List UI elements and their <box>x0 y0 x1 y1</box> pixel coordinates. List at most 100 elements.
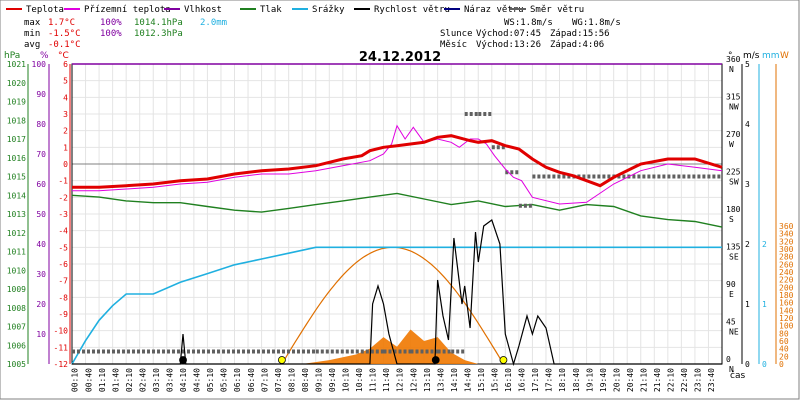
tick-deg-side: SW <box>729 178 739 187</box>
tick-mm: 0 <box>762 360 767 369</box>
tick-deg-side: E <box>729 290 734 299</box>
x-tick-label: 17:40 <box>545 368 554 392</box>
tick-hpa: 1014 <box>7 191 26 200</box>
x-tick-label: 23:40 <box>707 368 716 392</box>
x-tick-label: 02:10 <box>125 368 134 392</box>
tick-pct: 20 <box>36 300 46 309</box>
tick-ms: 4 <box>745 120 750 129</box>
series-wind-speed <box>72 219 722 367</box>
tick-w: 60 <box>779 337 789 346</box>
tick-deg-side: W <box>729 140 734 149</box>
x-tick-label: 13:40 <box>436 368 445 392</box>
series-solar <box>302 329 479 364</box>
sunrise-info: Východ:07:45 <box>476 29 541 39</box>
tick-w: 280 <box>779 253 794 262</box>
stat-avg-label: avg <box>24 40 40 50</box>
legend-label-6: Náraz větru <box>464 5 524 15</box>
stat-max-press: 1014.1hPa <box>134 18 183 28</box>
x-tick-label: 07:40 <box>274 368 283 392</box>
axis-label-deg: ° <box>728 51 733 61</box>
tick-hpa: 1012 <box>7 229 26 238</box>
x-tick-label: 20:40 <box>626 368 635 392</box>
legend-label-3: Tlak <box>260 5 282 15</box>
tick-c: -9 <box>58 310 68 319</box>
axis-label-hpa: hPa <box>4 51 20 61</box>
stat-avg-temp: -0.1°C <box>48 40 81 50</box>
x-tick-label: 20:10 <box>612 368 621 392</box>
tick-deg-side: SE <box>729 253 739 262</box>
tick-w: 300 <box>779 245 794 254</box>
x-tick-label: 19:40 <box>599 368 608 392</box>
sun-label: Slunce <box>440 29 473 39</box>
x-tick-label: 09:40 <box>328 368 337 392</box>
tick-deg-side: NE <box>729 328 739 337</box>
tick-hpa: 1008 <box>7 304 26 313</box>
tick-pct: 60 <box>36 180 46 189</box>
x-tick-label: 22:10 <box>667 368 676 392</box>
tick-c: 1 <box>63 143 68 152</box>
stat-max-hum: 100% <box>100 18 122 28</box>
x-tick-label: 17:10 <box>531 368 540 392</box>
x-tick-label: 06:10 <box>233 368 242 392</box>
tick-pct: 90 <box>36 90 46 99</box>
tick-hpa: 1013 <box>7 210 26 219</box>
tick-c: -6 <box>58 260 68 269</box>
tick-c: -5 <box>58 243 68 252</box>
x-tick-label: 19:10 <box>585 368 594 392</box>
tick-deg-side: NW <box>729 103 739 112</box>
x-tick-label: 14:10 <box>450 368 459 392</box>
tick-pct: 40 <box>36 240 46 249</box>
tick-deg: 225 <box>726 168 741 177</box>
tick-deg: 0 <box>726 355 731 364</box>
tick-hpa: 1015 <box>7 173 26 182</box>
tick-ms: 0 <box>745 360 750 369</box>
x-tick-label: 00:40 <box>84 368 93 392</box>
tick-w: 320 <box>779 237 794 246</box>
tick-pct: 10 <box>36 330 46 339</box>
tick-c: -10 <box>54 327 69 336</box>
tick-pct: 30 <box>36 270 46 279</box>
tick-ms: 3 <box>745 180 750 189</box>
tick-c: -3 <box>58 210 68 219</box>
x-tick-label: 15:10 <box>477 368 486 392</box>
x-tick-label: 08:10 <box>287 368 296 392</box>
tick-deg-side: N <box>729 65 734 74</box>
tick-hpa: 1010 <box>7 266 26 275</box>
tick-hpa: 1011 <box>7 248 26 257</box>
stat-min-label: min <box>24 29 40 39</box>
wind-speed-info: WS:1.8m/s <box>504 18 553 28</box>
tick-c: 0 <box>63 160 68 169</box>
tick-pct: 100 <box>32 60 47 69</box>
tick-w: 200 <box>779 283 794 292</box>
moon-label: Měsíc <box>440 40 467 50</box>
tick-hpa: 1006 <box>7 341 26 350</box>
tick-pct: 70 <box>36 150 46 159</box>
stat-min-hum: 100% <box>100 29 122 39</box>
series-pressure <box>71 192 723 228</box>
tick-w: 80 <box>779 329 789 338</box>
x-tick-label: 12:10 <box>396 368 405 392</box>
x-tick-label: 18:40 <box>572 368 581 392</box>
tick-pct: 50 <box>36 210 46 219</box>
tick-c: -1 <box>58 177 68 186</box>
axis-unit-labels: hPa % °C ° m/s mm W čas <box>4 51 789 381</box>
tick-w: 0 <box>779 360 784 369</box>
x-tick-label: 00:10 <box>71 368 80 392</box>
legend: Teplota Přízemní teplota Vlhkost Tlak Srážky… <box>6 5 584 15</box>
axis-label-pct: % <box>40 51 49 61</box>
tick-c: 3 <box>63 110 68 119</box>
tick-deg: 270 <box>726 130 741 139</box>
tick-c: -4 <box>58 227 68 236</box>
series-rain <box>71 246 722 365</box>
x-tick-label: 10:40 <box>355 368 364 392</box>
marker-moonrise <box>431 356 440 364</box>
legend-label-2: Vlhkost <box>184 5 222 15</box>
x-tick-label: 12:40 <box>409 368 418 392</box>
tick-deg: 315 <box>726 93 741 102</box>
tick-deg: 180 <box>726 205 741 214</box>
x-tick-label: 16:10 <box>504 368 513 392</box>
tick-hpa: 1019 <box>7 98 26 107</box>
tick-ms: 1 <box>745 300 750 309</box>
